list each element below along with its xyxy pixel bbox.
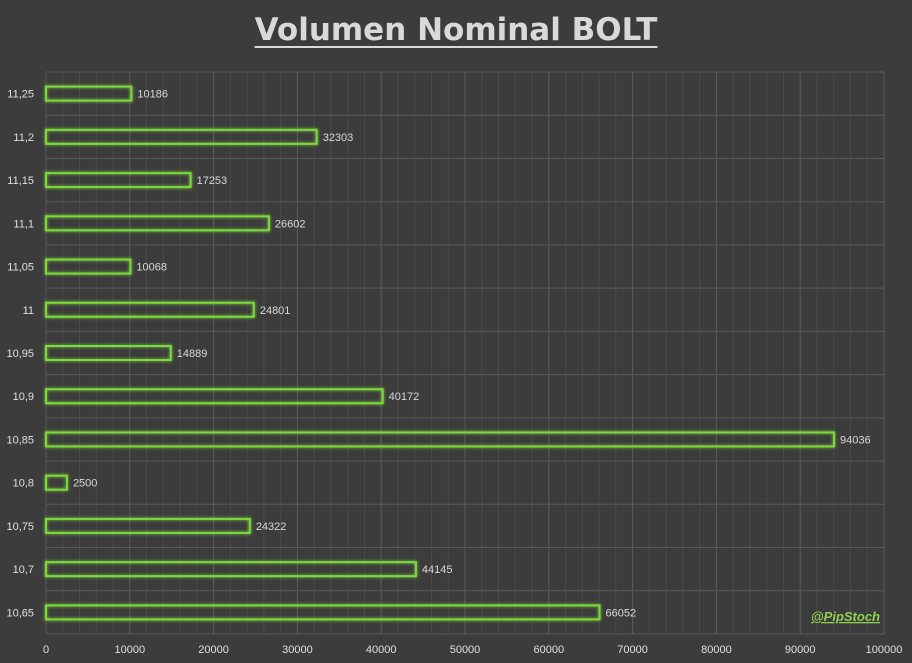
y-tick-label: 10,75 [6,521,34,533]
data-label: 14889 [177,348,208,360]
data-label: 2500 [73,478,97,490]
x-tick-label: 80000 [701,644,732,656]
y-tick-label: 11,1 [13,218,34,230]
x-tick-label: 100000 [866,644,903,656]
bar [45,517,251,534]
chart-title: Volumen Nominal BOLT [254,12,658,48]
watermark: @PipStoch [811,609,880,624]
grid-lines [45,71,885,635]
bar [45,388,384,405]
data-label: 24801 [260,305,291,317]
bar [45,258,132,275]
bar [45,172,192,189]
bar [45,431,836,448]
x-tick-label: 30000 [282,644,313,656]
y-axis-tick-labels: 11,25 11,2 11,15 11,1 11,05 11 10,95 10,9 10,85 1… [6,89,34,620]
y-tick-label: 11,2 [13,132,34,144]
bar [45,561,417,578]
x-axis-tick-labels: 0 10000 20000 30000 40000 50000 60000 70000 8000… [43,644,902,656]
bar [45,128,318,145]
y-tick-label: 10,9 [13,391,34,403]
y-tick-label: 10,7 [13,564,34,576]
bar-series: 10186 32303 17253 26602 10068 24801 14889 40172… [45,85,871,621]
y-tick-label: 11,15 [7,175,34,187]
data-label: 66052 [606,607,637,619]
x-tick-label: 90000 [785,644,816,656]
y-tick-label: 10,85 [6,434,34,446]
bar [45,345,172,361]
data-label: 17253 [197,175,228,187]
x-tick-label: 40000 [366,644,397,656]
y-tick-label: 10,8 [13,478,34,490]
bar [45,301,255,318]
data-label: 40172 [389,391,420,403]
data-label: 10068 [136,262,167,274]
y-tick-label: 10,95 [6,348,34,360]
x-tick-label: 50000 [450,644,481,656]
data-label: 32303 [323,132,354,144]
data-label: 94036 [840,434,871,446]
bar [45,215,270,232]
bar [45,604,601,621]
x-tick-label: 20000 [198,644,229,656]
data-label: 10186 [137,89,168,101]
y-tick-label: 11,25 [7,89,34,101]
x-tick-label: 60000 [534,644,565,656]
y-tick-label: 11,05 [7,262,34,274]
y-tick-label: 10,65 [6,607,34,619]
x-tick-label: 10000 [115,644,146,656]
bar [45,474,68,491]
x-tick-label: 70000 [617,644,648,656]
y-tick-label: 11 [23,305,34,317]
data-label: 24322 [256,521,287,533]
data-label: 44145 [422,564,453,576]
x-tick-label: 0 [43,644,49,656]
bar [45,85,133,102]
data-label: 26602 [275,218,306,230]
